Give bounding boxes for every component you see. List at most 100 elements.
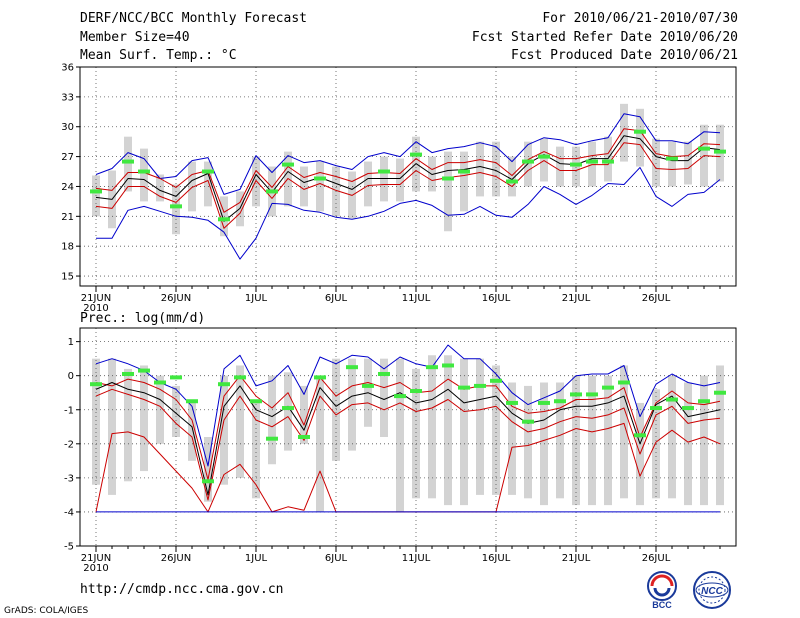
precip-xtick-label: 1JUL	[245, 553, 268, 564]
precip-spread-bar-24	[460, 358, 468, 506]
temp-member-marker-28	[522, 159, 534, 164]
precip-xtick-label: 16JUL	[482, 553, 511, 564]
precip-spread-bar-23	[444, 355, 452, 506]
precip-ytick-label: -3	[64, 473, 74, 484]
precip-series-plus-std	[95, 375, 721, 481]
precip-ytick-label: -1	[64, 405, 74, 416]
temp-member-marker-1	[90, 189, 102, 194]
temp-member-marker-39	[698, 146, 710, 151]
temp-member-marker-33	[602, 159, 614, 164]
precip-member-marker-21	[410, 389, 422, 394]
precip-member-marker-25	[474, 383, 486, 388]
temp-ytick-label: 15	[61, 272, 74, 283]
precip-spread-bar-25	[476, 358, 484, 495]
precip-series-minus-std	[95, 388, 721, 501]
temp-member-marker-24	[458, 169, 470, 174]
temp-spread-bar-27	[508, 156, 516, 197]
forecast-produced-date: Fcst Produced Date 2010/06/21	[511, 48, 738, 63]
temp-spread-bar-25	[476, 141, 484, 197]
precip-spread-bar-14	[300, 385, 308, 444]
precip-spread-bar-27	[508, 382, 516, 495]
temp-spread-bar-23	[444, 151, 452, 232]
member-size: Member Size=40	[80, 30, 190, 45]
temp-spread-bar-34	[620, 103, 628, 162]
precip-spread-bar-2	[108, 358, 116, 495]
precip-member-marker-11	[250, 399, 262, 404]
precip-member-marker-18	[362, 383, 374, 388]
temp-year-label: 2010	[83, 303, 108, 314]
precip-member-marker-10	[234, 375, 246, 380]
precip-member-marker-24	[458, 385, 470, 390]
temp-xtick-label: 6JUL	[325, 293, 348, 304]
temp-ytick-label: 18	[61, 242, 74, 253]
temp-xtick-label: 11JUL	[402, 293, 431, 304]
precip-xtick-label: 11JUL	[402, 553, 431, 564]
ncc-logo: NCC	[688, 570, 736, 614]
precip-member-marker-3	[122, 371, 134, 376]
temp-member-marker-3	[122, 159, 134, 164]
precip-member-marker-14	[298, 435, 310, 439]
precip-member-marker-8	[202, 479, 214, 484]
precip-spread-bar-21	[412, 368, 420, 499]
temp-spread-bar-8	[204, 161, 212, 207]
temp-spread-bar-20	[396, 158, 404, 202]
precip-member-marker-30	[554, 399, 566, 404]
bcc-logo-icon: BCC	[647, 571, 677, 610]
precip-member-marker-1	[90, 382, 102, 387]
precip-ytick-label: -5	[64, 542, 74, 553]
temp-member-marker-19	[378, 169, 390, 174]
precip-spread-bar-7	[188, 402, 196, 461]
precip-xtick-label: 21JUL	[562, 553, 591, 564]
precip-spread-bar-32	[588, 375, 596, 506]
precip-spread-bar-11	[252, 402, 260, 499]
precip-spread-bar-4	[140, 365, 148, 472]
precip-ytick-label: -4	[64, 507, 74, 518]
temp-xtick-label: 1JUL	[245, 293, 268, 304]
precip-spread-bar-28	[524, 385, 532, 499]
temp-xtick-label: 21JUL	[562, 293, 591, 304]
temp-plot-frame	[79, 66, 737, 287]
precip-spread-bar-8	[204, 437, 212, 502]
precip-member-marker-15	[314, 375, 326, 380]
precip-panel-title: Prec.: log(mm/d)	[80, 311, 205, 326]
temp-member-marker-37	[666, 156, 678, 161]
temp-series-minus-std	[95, 142, 721, 229]
temp-xtick-label: 26JUN	[161, 293, 191, 304]
temp-xtick-label: 21JUN	[81, 293, 111, 304]
precip-member-marker-39	[698, 399, 710, 404]
precip-member-marker-27	[506, 400, 518, 405]
precip-member-marker-35	[634, 433, 646, 438]
precip-spread-bar-9	[220, 375, 228, 485]
temp-member-marker-8	[202, 169, 214, 174]
precip-series-mean	[95, 382, 721, 496]
temp-spread-bar-26	[492, 141, 500, 197]
precip-spread-bar-12	[268, 375, 276, 465]
temp-spread-bar-36	[652, 138, 660, 187]
precip-series-max	[95, 344, 721, 467]
precip-spread-bar-39	[700, 375, 708, 506]
temp-spread-bar-3	[124, 136, 132, 192]
precip-spread-bar-10	[236, 365, 244, 478]
source-url[interactable]: http://cmdp.ncc.cma.gov.cn	[80, 582, 284, 597]
temp-spread-bar-4	[140, 148, 148, 202]
forecast-period: For 2010/06/21-2010/07/30	[542, 11, 738, 26]
precip-member-marker-36	[650, 406, 662, 411]
precip-spread-bar-3	[124, 368, 132, 482]
precip-spread-bar-34	[620, 365, 628, 499]
temp-spread-bar-24	[460, 151, 468, 212]
temp-series-mean	[95, 135, 721, 222]
temp-member-marker-32	[586, 159, 598, 164]
temp-member-marker-23	[442, 176, 454, 181]
precip-member-marker-17	[346, 365, 358, 370]
ncc-logo-icon: NCC	[693, 571, 731, 609]
temp-member-marker-6	[170, 204, 182, 209]
temp-ytick-label: 27	[61, 152, 74, 163]
temp-variable-label: Mean Surf. Temp.: °C	[80, 48, 237, 63]
temp-spread-bar-18	[364, 161, 372, 207]
precip-member-marker-5	[154, 380, 166, 385]
precip-member-marker-7	[186, 399, 198, 404]
precip-spread-bar-33	[604, 375, 612, 506]
precip-member-marker-26	[490, 378, 502, 383]
precip-spread-bar-1	[92, 358, 100, 485]
